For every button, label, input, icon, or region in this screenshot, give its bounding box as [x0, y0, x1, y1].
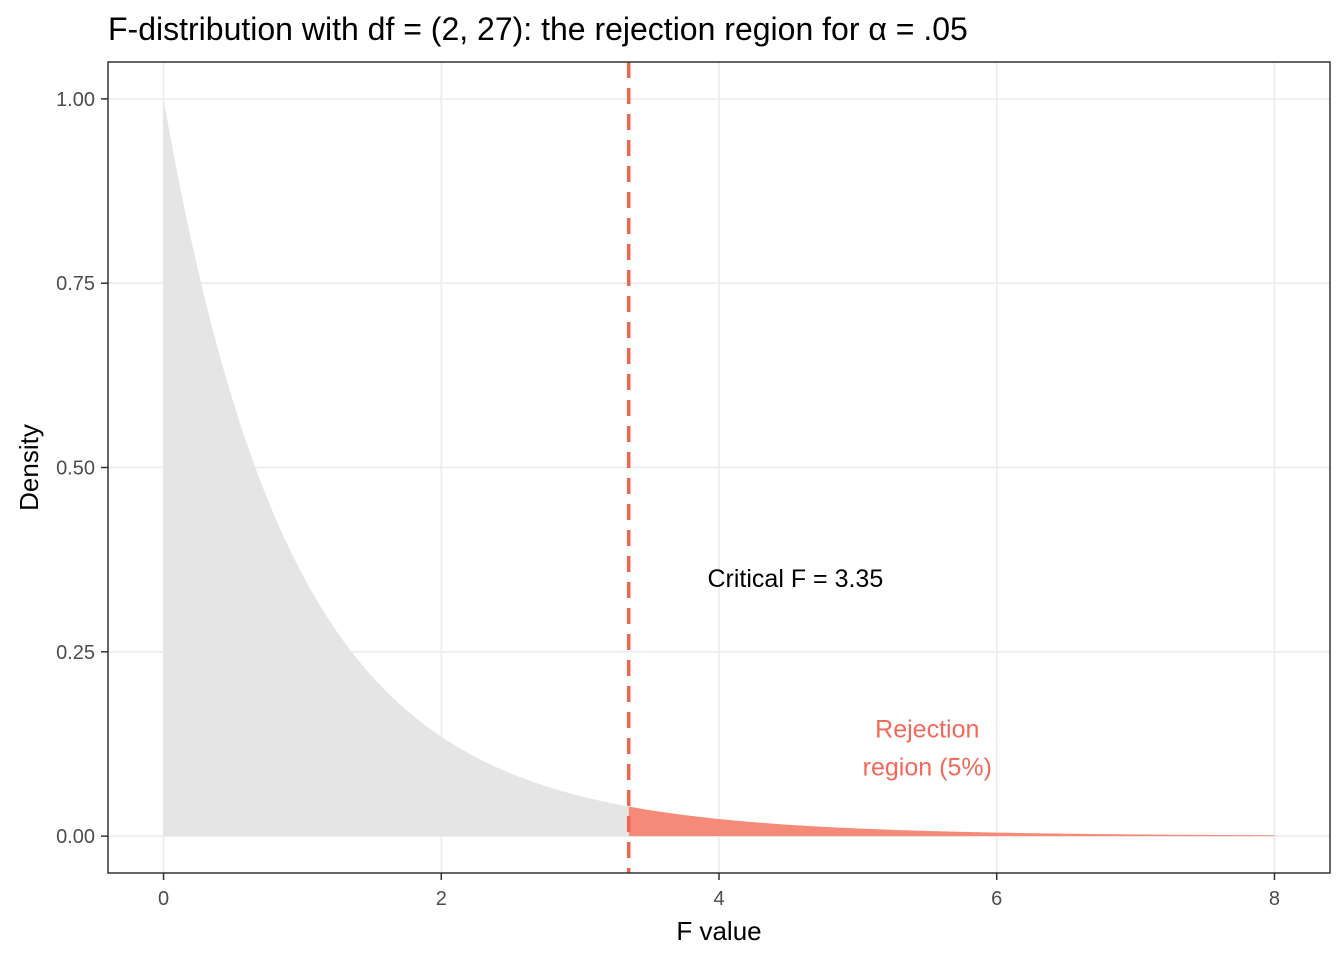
- rejection-region-label: region (5%): [863, 754, 992, 782]
- y-tick-label: 0.75: [56, 273, 95, 295]
- rejection-region-label: Rejection: [875, 716, 979, 744]
- chart-title: F-distribution with df = (2, 27): the re…: [108, 11, 968, 47]
- x-tick-label: 2: [436, 888, 447, 910]
- y-tick-label: 0.25: [56, 642, 95, 664]
- density-areas: [163, 98, 1275, 837]
- y-axis: 0.00 0.25 0.50 0.75 1.00: [56, 89, 108, 848]
- y-tick-label: 0.50: [56, 458, 95, 480]
- x-axis: 0 2 4 6 8: [158, 873, 1280, 910]
- rejection-region-area: [628, 806, 1275, 837]
- y-tick-label: 1.00: [56, 89, 95, 111]
- x-tick-label: 6: [991, 888, 1002, 910]
- acceptance-region-area: [163, 98, 629, 837]
- x-tick-label: 8: [1269, 888, 1280, 910]
- y-tick-label: 0.00: [56, 826, 95, 848]
- x-tick-label: 4: [713, 888, 724, 910]
- x-tick-label: 0: [158, 888, 169, 910]
- y-axis-title: Density: [14, 424, 44, 511]
- x-axis-title: F value: [676, 916, 761, 946]
- annotations: Critical F = 3.35 Rejection region (5%): [707, 565, 991, 782]
- critical-value-label: Critical F = 3.35: [707, 565, 883, 593]
